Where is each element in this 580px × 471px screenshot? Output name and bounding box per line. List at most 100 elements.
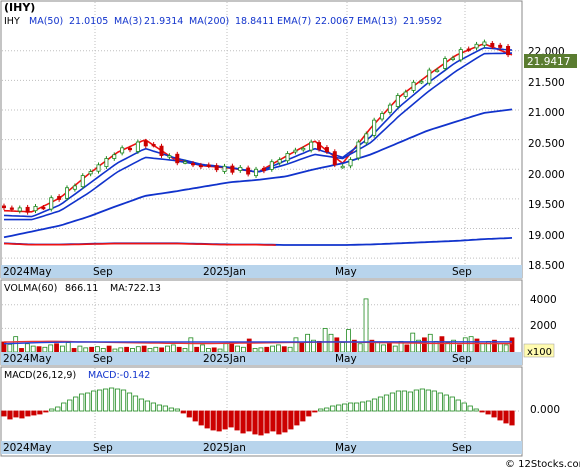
macd-bar xyxy=(306,410,312,417)
candle-body xyxy=(348,159,353,167)
candle-body xyxy=(49,197,54,210)
volume-bar xyxy=(503,344,509,353)
macd-bar xyxy=(473,408,479,412)
macd-bar xyxy=(19,410,25,419)
macd-bars xyxy=(1,387,515,436)
candle-body xyxy=(159,145,164,156)
volume-ytick: 4000 xyxy=(530,294,557,306)
volume-bar xyxy=(404,344,410,353)
volume-bar xyxy=(293,337,299,353)
macd-bar xyxy=(455,399,461,412)
macd-bar xyxy=(186,410,192,418)
volume-bar xyxy=(375,342,381,353)
macd-bar xyxy=(222,410,228,430)
macd-bar xyxy=(401,390,408,412)
candle-body xyxy=(88,171,93,175)
candle-body xyxy=(120,147,125,154)
macd-bar xyxy=(264,410,270,434)
candle-body xyxy=(222,165,227,172)
volume-bar xyxy=(252,348,258,353)
macd-bar xyxy=(348,402,354,412)
candle-body xyxy=(309,141,314,151)
legend-ema7-label: EMA(7) xyxy=(277,16,311,27)
volume-value: 866.11 xyxy=(65,283,98,294)
volume-bar xyxy=(141,345,147,353)
volume-bar xyxy=(299,342,305,353)
macd-bar xyxy=(73,396,79,412)
candle-body xyxy=(104,158,109,167)
candle-body xyxy=(293,149,298,153)
macd-bar xyxy=(336,404,342,412)
candle-body xyxy=(151,144,156,147)
macd-bar xyxy=(312,410,318,413)
volume-bar xyxy=(334,337,340,353)
volume-xlabel: May xyxy=(335,353,357,365)
macd-bar xyxy=(324,407,330,412)
candle-body xyxy=(191,163,196,166)
candle-body xyxy=(65,187,70,199)
macd-bar xyxy=(288,410,294,430)
macd-bar xyxy=(210,410,216,431)
macd-bar xyxy=(132,395,139,412)
macd-bar xyxy=(509,410,515,426)
price-ytick: 21.500 xyxy=(528,77,565,89)
price-panel-frame xyxy=(0,0,523,279)
volume-bar xyxy=(130,348,135,353)
macd-bar xyxy=(49,408,55,412)
volume-volma-line xyxy=(3,341,512,345)
volume-bar xyxy=(188,337,194,353)
price-ytick: 19.500 xyxy=(528,199,565,211)
volume-grid xyxy=(2,281,521,352)
macd-bar xyxy=(91,390,97,412)
macd-bar xyxy=(79,393,85,412)
volume-bar xyxy=(270,345,275,353)
volume-bar xyxy=(422,337,427,353)
candle-body xyxy=(269,161,274,170)
macd-bar xyxy=(240,410,246,434)
macd-bar xyxy=(85,392,91,412)
macd-bar xyxy=(150,402,157,412)
macd-bar xyxy=(300,410,306,422)
macd-bar xyxy=(425,389,431,412)
volume-bar xyxy=(205,348,211,353)
volume-label: VOLMA(60) xyxy=(4,283,57,294)
candle-body xyxy=(9,207,14,210)
macd-bar xyxy=(395,390,402,412)
volume-bar xyxy=(77,345,83,353)
legend-ma3-label: MA(3) xyxy=(114,16,142,27)
candle-body xyxy=(230,165,235,173)
legend-ma50-label: MA(50) xyxy=(29,16,63,27)
candle-body xyxy=(285,153,290,162)
macd-bar xyxy=(168,407,174,412)
series-line-ma200-red xyxy=(3,242,276,246)
macd-bar xyxy=(258,410,264,436)
macd-bar xyxy=(37,410,43,415)
volume-bar xyxy=(200,344,205,353)
volume-multiplier-box xyxy=(523,343,555,358)
macd-bar xyxy=(383,394,390,412)
volume-bar xyxy=(48,344,54,353)
watermark: © 12Stocks.com xyxy=(505,459,580,470)
volume-xlabel: 2025Jan xyxy=(203,353,246,365)
volume-ma-lines xyxy=(3,340,512,345)
macd-bar xyxy=(359,401,366,412)
macd-ytick: 0.000 xyxy=(530,404,560,416)
macd-bar xyxy=(97,389,103,412)
candle-body xyxy=(2,205,7,209)
volume-bar xyxy=(194,346,200,353)
macd-bar xyxy=(282,410,288,433)
volume-bar xyxy=(59,345,65,353)
macd-bar xyxy=(120,389,127,412)
legend-ma50-value: 21.0105 xyxy=(69,16,108,27)
macd-bar xyxy=(377,396,384,412)
legend-ma3-value: 21.9314 xyxy=(144,16,183,27)
volume-bar xyxy=(83,347,89,353)
macd-bar xyxy=(234,410,240,431)
macd-bar xyxy=(246,410,252,432)
candle-body xyxy=(324,147,329,153)
candle-body xyxy=(246,167,251,175)
volume-bar xyxy=(42,346,48,353)
macd-bar xyxy=(144,400,151,412)
candle-body xyxy=(33,206,38,212)
volume-bar xyxy=(340,342,346,353)
